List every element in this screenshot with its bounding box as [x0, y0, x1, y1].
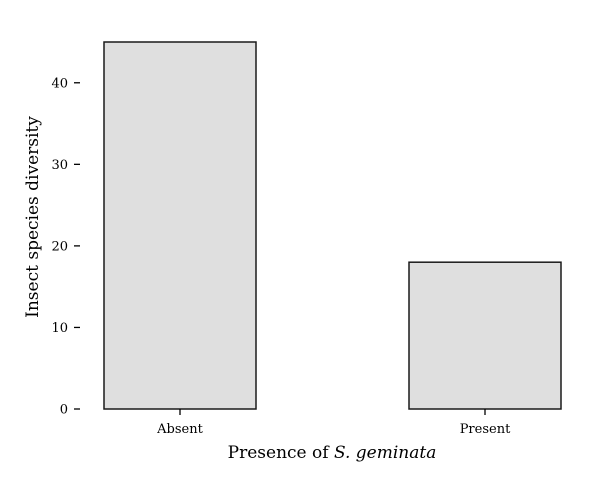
- y-tick-label: 20: [51, 239, 68, 254]
- x-axis: Absent Present: [156, 409, 511, 437]
- y-tick-label: 30: [51, 158, 68, 173]
- x-tick-label-present: Present: [460, 422, 511, 437]
- x-axis-label-prefix: Presence of: [228, 443, 331, 463]
- y-axis-label: Insect species diversity: [23, 116, 43, 318]
- bar-absent: [103, 41, 257, 410]
- y-tick-label: 10: [51, 321, 68, 336]
- y-tick-label: 0: [60, 403, 68, 418]
- x-tick-label-absent: Absent: [156, 422, 203, 437]
- bars: [103, 41, 562, 410]
- x-axis-label-species: S. geminata: [334, 443, 436, 463]
- bar-present: [408, 261, 562, 410]
- y-axis: 0 10 20 30 40: [51, 76, 80, 418]
- y-tick-label: 40: [51, 76, 68, 91]
- x-axis-label: Presence of S. geminata: [228, 443, 437, 463]
